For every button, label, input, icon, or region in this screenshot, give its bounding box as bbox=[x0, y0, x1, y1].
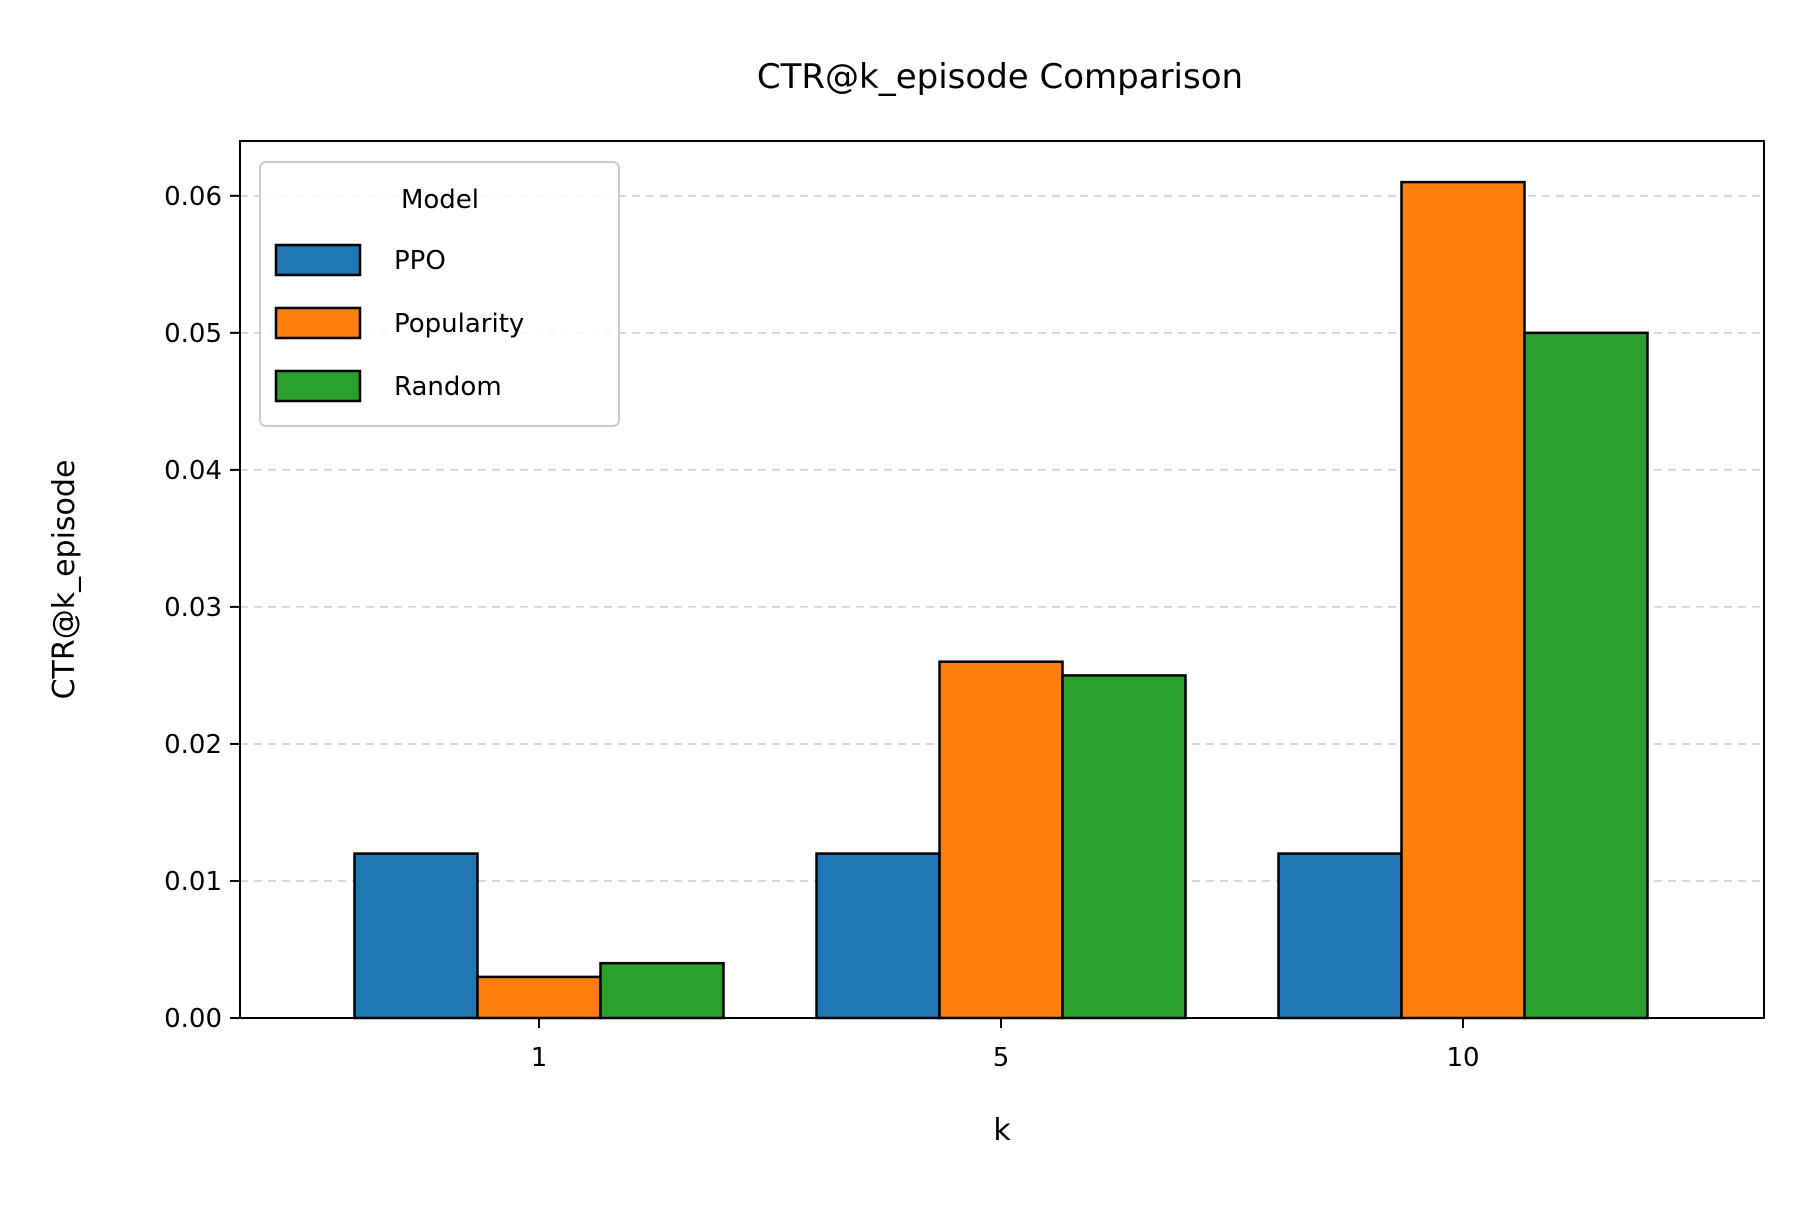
x-tick-label: 1 bbox=[531, 1043, 548, 1073]
bar-popularity-k1 bbox=[476, 975, 602, 1020]
bar-random-k1 bbox=[599, 961, 725, 1020]
legend-swatch-popularity bbox=[274, 306, 362, 340]
y-axis-ticks: 0.00 0.01 0.02 0.03 0.04 0.05 0.06 bbox=[164, 182, 240, 1034]
bar-ppo-k5 bbox=[815, 852, 941, 1020]
legend-label-random: Random bbox=[394, 372, 502, 402]
x-axis-label: k bbox=[993, 1113, 1011, 1148]
chart-title: CTR@k_episode Comparison bbox=[757, 57, 1243, 97]
y-tick-label: 0.06 bbox=[164, 182, 222, 212]
legend-swatch-ppo bbox=[274, 243, 362, 277]
x-axis-ticks: 1 5 10 bbox=[531, 1018, 1480, 1073]
y-tick-label: 0.05 bbox=[164, 319, 222, 349]
bar-random-k10 bbox=[1523, 331, 1649, 1020]
y-tick-label: 0.03 bbox=[164, 593, 222, 623]
y-tick-label: 0.00 bbox=[164, 1004, 222, 1034]
y-axis-label: CTR@k_episode bbox=[47, 460, 82, 700]
legend-swatch-random bbox=[274, 369, 362, 403]
y-tick-label: 0.01 bbox=[164, 867, 222, 897]
y-tick-label: 0.04 bbox=[164, 456, 222, 486]
legend-box bbox=[259, 161, 620, 427]
legend-items: PPO Popularity Random bbox=[274, 243, 524, 403]
legend-title: Model bbox=[401, 185, 479, 215]
legend-label-ppo: PPO bbox=[394, 246, 446, 276]
bar-popularity-k5 bbox=[938, 660, 1064, 1020]
x-tick-label: 10 bbox=[1446, 1043, 1479, 1073]
x-tick-label: 5 bbox=[993, 1043, 1010, 1073]
y-tick-label: 0.02 bbox=[164, 730, 222, 760]
bar-popularity-k10 bbox=[1400, 180, 1526, 1020]
bar-random-k5 bbox=[1061, 674, 1187, 1020]
legend-label-popularity: Popularity bbox=[394, 309, 524, 339]
bar-ppo-k10 bbox=[1277, 852, 1403, 1020]
bars-layer bbox=[353, 180, 1649, 1020]
legend: Model PPO Popularity Random bbox=[259, 161, 620, 427]
bar-ppo-k1 bbox=[353, 852, 479, 1020]
